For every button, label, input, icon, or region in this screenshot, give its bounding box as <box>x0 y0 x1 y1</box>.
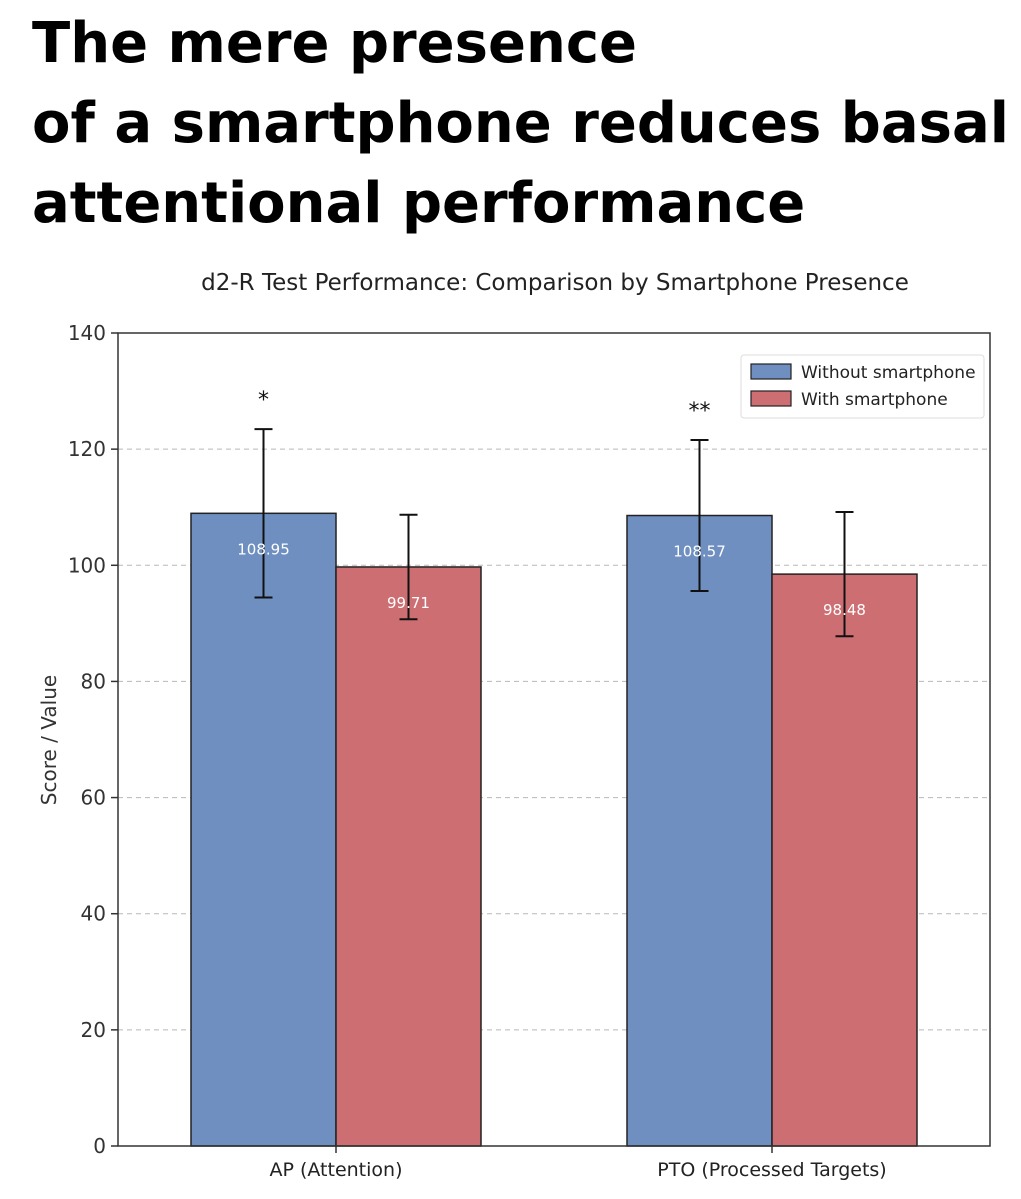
error-bars <box>254 428 854 638</box>
bar <box>771 573 918 1147</box>
headline-line-2: of a smartphone reduces basal <box>32 91 1009 156</box>
significance-marker: * <box>258 388 269 413</box>
y-tick-label: 120 <box>68 437 106 461</box>
data-label: 108.95 <box>237 540 290 558</box>
bar <box>190 512 337 1147</box>
legend-label: With smartphone <box>801 390 948 410</box>
legend-swatch <box>750 390 792 407</box>
y-tick-label: 40 <box>81 902 106 926</box>
headline-line-1: The mere presence <box>32 11 638 76</box>
headline: The mere presence of a smartphone reduce… <box>32 4 1012 244</box>
data-label: 98.48 <box>823 601 866 619</box>
significance-marker: ** <box>689 399 711 424</box>
legend-label: Without smartphone <box>801 363 976 383</box>
legend: Without smartphone With smartphone <box>740 354 985 419</box>
y-tick-label: 80 <box>81 669 106 693</box>
bar <box>335 566 482 1147</box>
data-label: 99.71 <box>387 594 430 612</box>
data-labels: 108.95 99.71 * 108.57 98.48 ** <box>237 388 866 619</box>
legend-swatch <box>750 363 792 380</box>
y-tick-label: 140 <box>68 321 106 345</box>
y-tick-label: 60 <box>81 786 106 810</box>
plot-frame <box>117 332 991 1147</box>
y-axis-label: Score / Value <box>37 675 61 805</box>
legend-box <box>740 354 985 419</box>
bars <box>190 512 918 1147</box>
y-tick-label: 20 <box>81 1018 106 1042</box>
y-tick-label: 100 <box>68 553 106 577</box>
axes: 0 20 40 60 80 100 120 140 AP (Attention) PTO (Pro… <box>68 321 887 1181</box>
bar <box>626 514 773 1147</box>
chart-title: d2-R Test Performance: Comparison by Sma… <box>201 270 909 296</box>
data-label: 108.57 <box>673 543 726 561</box>
x-tick-label: PTO (Processed Targets) <box>657 1159 886 1181</box>
y-tick-label: 0 <box>93 1134 106 1158</box>
x-tick-label: AP (Attention) <box>269 1159 402 1181</box>
headline-line-3: attentional performance <box>32 171 806 236</box>
